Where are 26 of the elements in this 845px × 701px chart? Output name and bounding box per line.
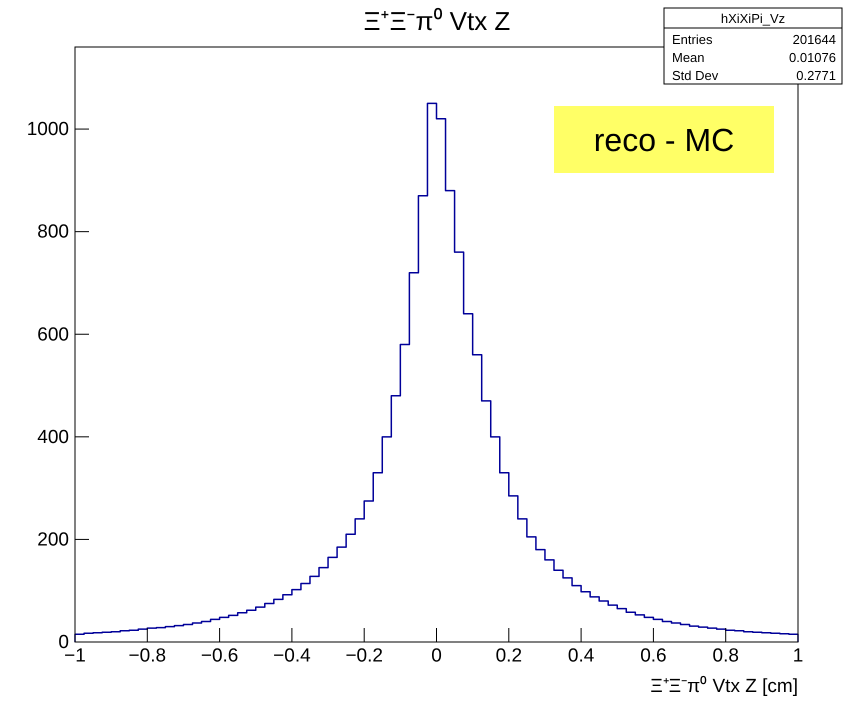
x-tick-label: −0.2 [345,645,383,666]
y-tick-label: 400 [37,426,69,448]
text: hXiXiPi_Vz [720,11,786,26]
x-axis-title: Ξ⁺Ξ⁻π⁰ Vtx Z [cm] [650,675,798,697]
y-tick-label: 600 [37,324,69,346]
annotation: reco - MC [594,122,734,158]
x-tick-label: 1 [792,645,804,666]
y-tick-label: 800 [37,222,69,243]
annotation: Mean [672,50,705,65]
x-tick-label: −0.6 [200,645,238,666]
x-tick-label: −0.4 [273,645,312,666]
y-tick-label: 200 [37,529,69,550]
y-tick-label: 1000 [26,119,69,140]
chart-title: Ξ⁺Ξ⁻π⁰ Vtx Z [364,6,510,36]
y-tick-label: 0 [58,632,69,654]
x-tick-label: 0.8 [712,645,739,666]
x-tick-label: 0.2 [496,645,522,666]
annotation: 0.2771 [796,68,836,83]
annotation: 0.01076 [789,50,836,65]
text: Entries [672,32,713,47]
x-tick-label: 0.6 [640,645,667,666]
x-tick-label: 0 [431,645,442,666]
x-tick-label: 0.4 [568,645,595,666]
text: 201644 [792,32,836,47]
x-tick-label: −0.8 [128,645,166,666]
annotation: Std Dev [672,68,719,83]
